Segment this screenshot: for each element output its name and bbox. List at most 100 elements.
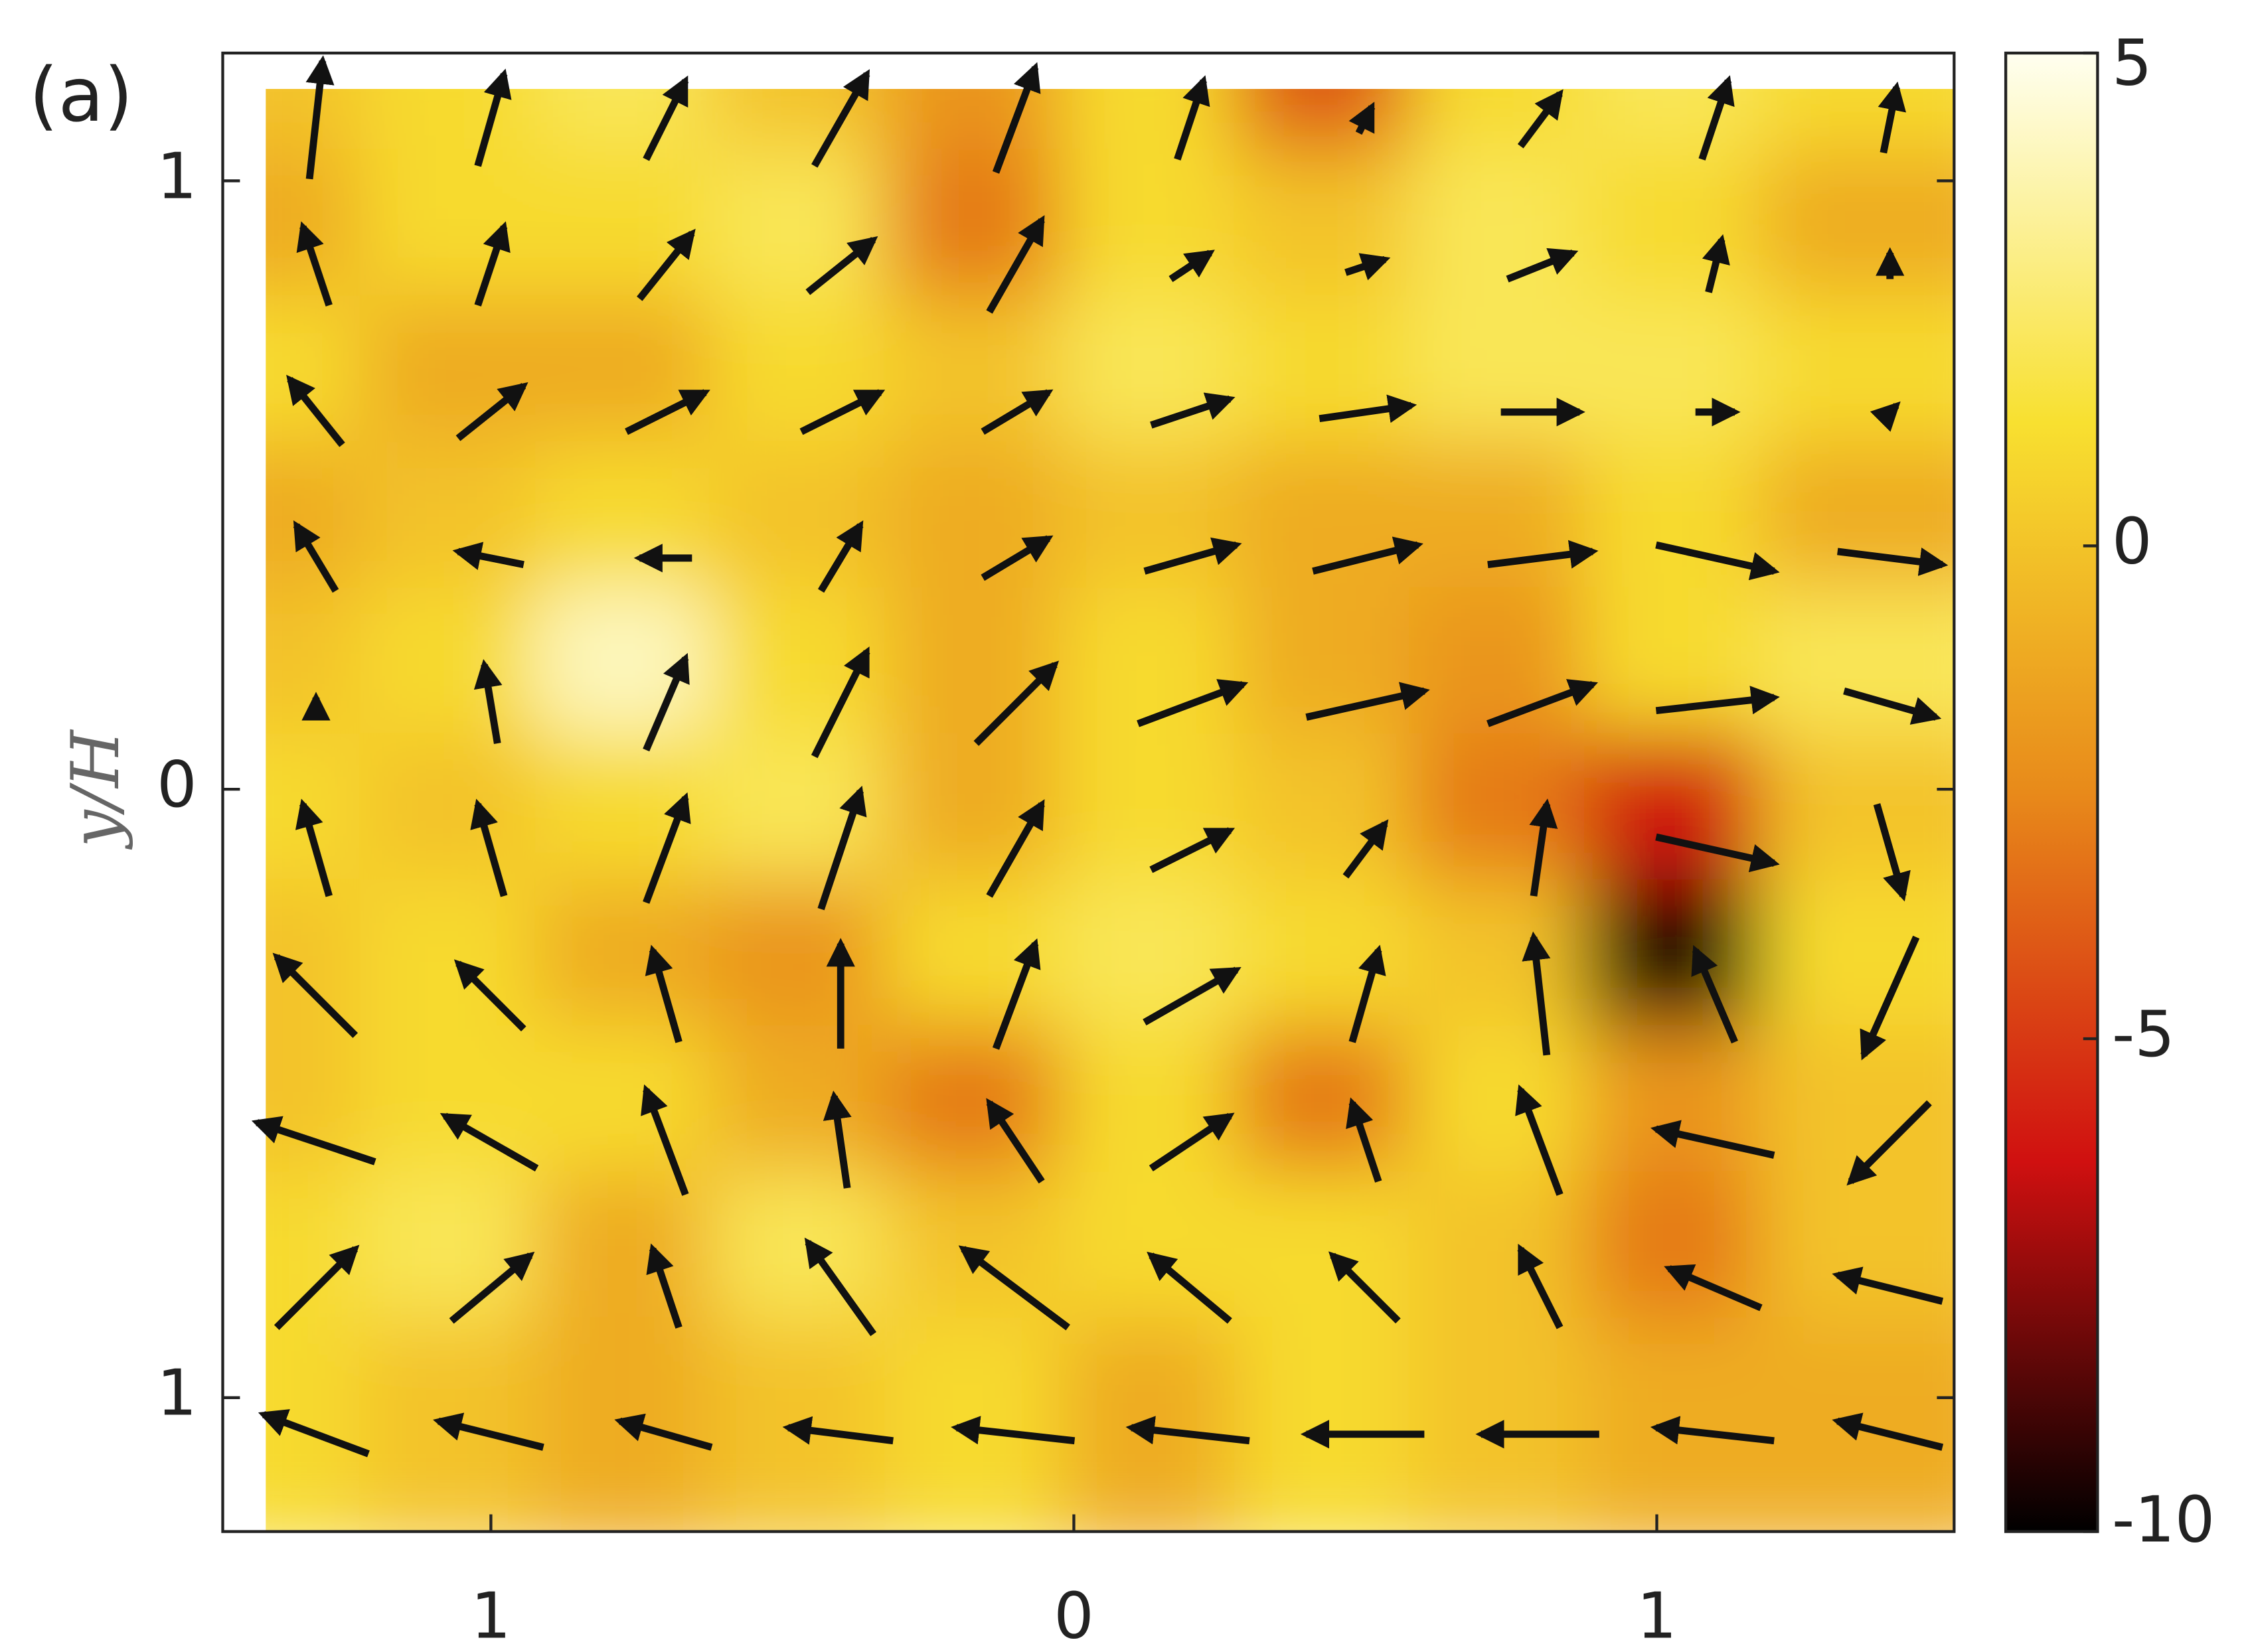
colorbar-tick-label: -10 (2112, 1484, 2215, 1557)
arrow (805, 236, 878, 295)
arrow (455, 382, 528, 441)
arrow (643, 792, 691, 904)
heatmap-cells (266, 88, 1955, 1532)
arrow (272, 952, 359, 1038)
arrow (1655, 833, 1780, 873)
arrow (1147, 1251, 1232, 1324)
arrow (449, 1251, 535, 1324)
arrow (1174, 75, 1210, 161)
arrow (1506, 248, 1579, 283)
arrow (986, 1098, 1045, 1184)
arrow (1832, 1266, 1944, 1305)
arrow (1143, 966, 1242, 1026)
x-tick-label: 1 (1637, 1580, 1676, 1652)
arrow (1664, 1264, 1763, 1312)
arrow (951, 1416, 1076, 1445)
arrow (1522, 931, 1551, 1056)
colorbar (2004, 51, 2099, 1533)
arrow (1870, 401, 1901, 432)
arrow (637, 228, 696, 301)
arrow (1846, 1100, 1932, 1186)
arrow (811, 646, 870, 759)
arrow (1837, 547, 1949, 576)
arrow (1143, 537, 1242, 575)
arrow (986, 215, 1045, 314)
arrow (452, 542, 524, 570)
arrow (1698, 75, 1735, 161)
arrow (474, 68, 512, 167)
vector-field (251, 55, 1949, 1458)
arrow (981, 535, 1054, 581)
arrow (1149, 1112, 1235, 1171)
arrow (470, 798, 508, 897)
arrow (986, 799, 1045, 898)
arrow (296, 221, 333, 307)
arrow (258, 1409, 370, 1458)
arrow (1873, 803, 1911, 902)
arrow (804, 1237, 877, 1337)
arrow (1328, 1251, 1401, 1324)
arrow (643, 75, 689, 161)
arrow (295, 798, 333, 897)
y-tick-label: 1 (157, 140, 197, 213)
arrow (811, 69, 870, 168)
panel-label: (a) (29, 52, 133, 139)
arrow (981, 389, 1054, 435)
arrow (1487, 540, 1599, 569)
arrow (286, 374, 345, 447)
arrow (973, 660, 1060, 746)
arrow (1843, 687, 1942, 725)
arrow (643, 652, 690, 752)
arrow (782, 1416, 894, 1445)
arrow (992, 62, 1041, 174)
arrow (440, 1112, 539, 1172)
y-tick-label: 1 (157, 1357, 197, 1430)
arrow (614, 1413, 713, 1451)
x-tick-label: 0 (1054, 1580, 1093, 1652)
arrow (474, 221, 511, 307)
arrow (432, 1412, 544, 1451)
arrow (1650, 1416, 1775, 1445)
arrow (473, 659, 503, 744)
arrow (1348, 102, 1376, 135)
arrow (1137, 679, 1249, 727)
arrow (293, 520, 339, 593)
axes-frame (221, 51, 1956, 1533)
arrow (1150, 392, 1236, 429)
arrow (1655, 686, 1780, 715)
arrow (1691, 944, 1738, 1044)
arrow (645, 944, 683, 1043)
arrow (305, 55, 335, 180)
arrow (251, 1116, 376, 1165)
colorbar-tick-label: 5 (2112, 27, 2152, 100)
arrow (1832, 1412, 1944, 1451)
arrow (823, 1090, 852, 1189)
arrow (817, 785, 867, 911)
arrow (1655, 541, 1780, 581)
colorbar-tick-label: -5 (2112, 998, 2175, 1071)
arrow (1878, 81, 1907, 154)
arrow (641, 1084, 689, 1196)
arrow (1515, 1084, 1564, 1196)
heatmap (266, 88, 1955, 1532)
colorbar-tick-label: 0 (2112, 505, 2152, 578)
y-axis-label: y/H (58, 729, 134, 850)
arrow (1517, 89, 1564, 149)
arrow (1650, 1120, 1775, 1159)
arrow (1346, 1097, 1382, 1183)
arrow (1702, 234, 1730, 293)
arrow (1342, 819, 1389, 879)
y-tick-label: 0 (157, 749, 197, 822)
arrow (958, 1245, 1070, 1331)
arrow (625, 389, 710, 435)
arrow (274, 1244, 360, 1330)
arrow (817, 520, 864, 593)
arrow (1486, 679, 1599, 727)
arrow (1312, 536, 1423, 575)
x-tick-label: 1 (471, 1580, 511, 1652)
arrow (1168, 250, 1215, 283)
arrow (1517, 1243, 1564, 1329)
arrow (1348, 944, 1386, 1043)
arrow (1125, 1416, 1250, 1445)
